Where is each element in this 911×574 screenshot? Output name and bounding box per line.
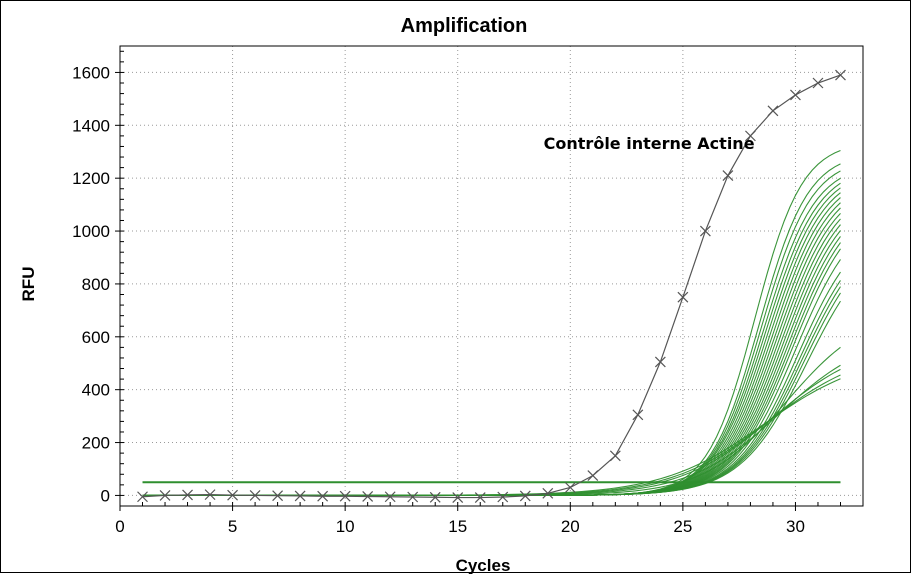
control-point-marker <box>587 470 599 482</box>
y-tick-label: 1200 <box>72 169 110 188</box>
control-point-marker <box>632 409 644 421</box>
sample-curve <box>142 368 841 496</box>
sample-curve <box>142 259 841 496</box>
sample-curve <box>142 374 841 496</box>
y-tick-label: 1000 <box>72 222 110 241</box>
plot-area: 0 5 10 15 20 25 30 0 200 400 600 800 1000 1200 1400 160… <box>72 45 864 536</box>
control-point-marker <box>452 492 464 503</box>
control-point-marker <box>227 489 239 501</box>
sample-curve <box>142 280 841 496</box>
x-axis-label: Cycles <box>456 556 511 574</box>
control-point-marker <box>744 130 756 142</box>
y-tick-label: 1600 <box>72 63 110 82</box>
y-tick-label: 1400 <box>72 116 110 135</box>
y-tick-label: 400 <box>82 381 110 400</box>
control-point-marker <box>474 492 486 503</box>
chart-title: Amplification <box>401 15 528 37</box>
control-point-marker <box>407 491 419 503</box>
x-tick-label: 20 <box>561 517 580 536</box>
sample-curve <box>142 242 841 496</box>
control-point-marker <box>317 490 329 502</box>
control-point-marker <box>384 491 396 503</box>
sample-curve <box>142 177 841 496</box>
control-point-marker <box>339 490 351 502</box>
control-point-marker <box>362 491 374 502</box>
y-tick-label: 200 <box>82 434 110 453</box>
x-tick-label: 10 <box>336 517 355 536</box>
control-point-marker <box>542 487 554 499</box>
control-point-marker <box>159 490 171 501</box>
y-tick-label: 600 <box>82 328 110 347</box>
y-tick-label: 800 <box>82 275 110 294</box>
control-point-marker <box>272 490 284 502</box>
control-point-marker <box>204 489 216 501</box>
x-tick-label: 30 <box>786 517 805 536</box>
control-point-marker <box>182 489 193 501</box>
plot-border <box>119 45 864 507</box>
control-point-marker <box>519 490 531 502</box>
sample-curve <box>142 286 841 496</box>
control-point-marker <box>654 356 666 368</box>
control-curve <box>142 74 841 499</box>
control-point-marker <box>699 225 711 237</box>
control-point-marker <box>767 105 779 117</box>
control-point-marker <box>609 450 621 462</box>
control-point-marker <box>722 170 734 181</box>
control-point-marker <box>429 491 441 503</box>
x-tick-label: 15 <box>448 517 467 536</box>
control-point-marker <box>564 482 576 493</box>
sample-curve <box>142 224 841 496</box>
control-point-marker <box>677 291 689 303</box>
x-tick-label: 0 <box>115 517 124 536</box>
y-axis-label: RFU <box>19 267 38 302</box>
control-point-marker <box>835 69 846 81</box>
x-tick-label: 5 <box>228 517 237 536</box>
y-tick-label: 0 <box>101 486 110 505</box>
control-point-marker <box>497 491 509 503</box>
control-point-marker <box>812 77 824 89</box>
control-point-marker <box>790 89 801 101</box>
control-point-marker <box>249 490 261 501</box>
sample-curve <box>142 271 841 496</box>
x-tick-label: 25 <box>673 517 692 536</box>
control-point-marker <box>294 490 306 502</box>
control-point-marker <box>137 491 148 503</box>
annotation-label: Contrôle interne Actine <box>544 134 755 153</box>
